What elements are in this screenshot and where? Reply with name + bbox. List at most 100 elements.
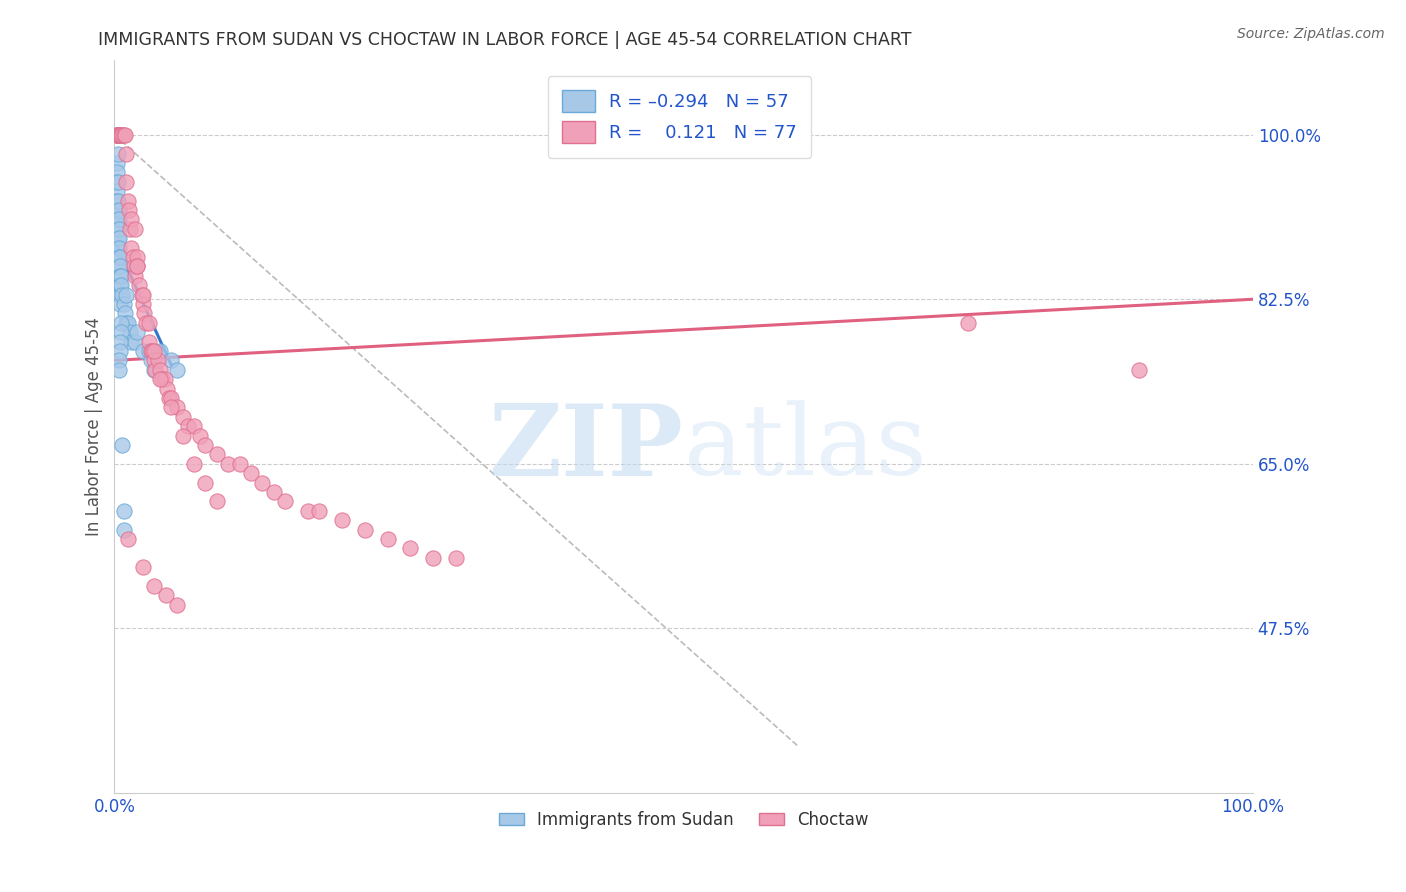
Point [114, 128, 136, 142]
Text: IMMIGRANTS FROM SUDAN VS CHOCTAW IN LABOR FORCE | AGE 45-54 CORRELATION CHART: IMMIGRANTS FROM SUDAN VS CHOCTAW IN LABO… [98, 31, 912, 49]
Point [127, 250, 149, 264]
Point [149, 372, 172, 386]
Point [110, 268, 132, 283]
Point [377, 532, 399, 546]
Point [114, 175, 136, 189]
Point [127, 260, 149, 274]
Point [105, 175, 128, 189]
Text: Source: ZipAtlas.com: Source: ZipAtlas.com [1237, 27, 1385, 41]
Point [172, 409, 194, 424]
Point [105, 194, 128, 208]
Point [117, 194, 139, 208]
Point [143, 343, 166, 358]
Point [183, 457, 205, 471]
Point [194, 475, 217, 490]
Point [108, 260, 131, 274]
Point [444, 550, 467, 565]
Point [105, 128, 128, 142]
Point [132, 306, 155, 320]
Point [108, 202, 131, 217]
Point [110, 325, 132, 339]
Point [107, 231, 129, 245]
Point [124, 334, 146, 349]
Point [112, 128, 135, 142]
Point [107, 194, 129, 208]
Point [1128, 363, 1150, 377]
Point [121, 334, 143, 349]
Point [155, 588, 177, 602]
Point [107, 212, 129, 227]
Point [105, 128, 128, 142]
Point [108, 250, 131, 264]
Text: ZIP: ZIP [489, 400, 683, 497]
Point [112, 504, 135, 518]
Point [139, 353, 162, 368]
Point [112, 523, 135, 537]
Point [124, 268, 146, 283]
Point [108, 231, 131, 245]
Point [138, 334, 160, 349]
Point [117, 532, 139, 546]
Point [121, 212, 143, 227]
Point [108, 128, 131, 142]
Point [138, 316, 160, 330]
Point [354, 523, 377, 537]
Point [108, 278, 131, 293]
Point [107, 241, 129, 255]
Point [263, 484, 285, 499]
Point [108, 334, 131, 349]
Point [399, 541, 422, 556]
Point [110, 128, 132, 142]
Point [160, 391, 183, 405]
Point [108, 212, 131, 227]
Point [177, 419, 200, 434]
Point [114, 287, 136, 301]
Point [105, 156, 128, 170]
Point [132, 343, 155, 358]
Point [143, 353, 166, 368]
Point [228, 457, 250, 471]
Point [157, 391, 180, 405]
Point [112, 297, 135, 311]
Point [143, 579, 166, 593]
Point [122, 260, 145, 274]
Point [105, 184, 128, 198]
Text: atlas: atlas [683, 401, 927, 496]
Point [108, 241, 131, 255]
Point [120, 325, 142, 339]
Point [108, 287, 131, 301]
Point [194, 438, 217, 452]
Point [145, 363, 167, 377]
Point [107, 221, 129, 235]
Point [141, 343, 163, 358]
Point [111, 287, 134, 301]
Point [143, 363, 166, 377]
Point [108, 343, 131, 358]
Point [107, 175, 129, 189]
Point [146, 353, 169, 368]
Point [108, 297, 131, 311]
Point [114, 146, 136, 161]
Point [274, 494, 297, 508]
Point [422, 550, 444, 565]
Point [188, 428, 211, 442]
Point [132, 287, 155, 301]
Point [205, 494, 228, 508]
Point [330, 513, 353, 527]
Point [124, 221, 146, 235]
Point [166, 401, 188, 415]
Point [160, 353, 183, 368]
Point [110, 278, 132, 293]
Point [108, 363, 131, 377]
Point [132, 297, 155, 311]
Point [108, 353, 131, 368]
Point [150, 372, 173, 386]
Point [127, 325, 149, 339]
Point [114, 306, 136, 320]
Point [957, 316, 980, 330]
Point [108, 128, 131, 142]
Point [138, 343, 160, 358]
Point [108, 250, 131, 264]
Point [105, 165, 128, 179]
Point [240, 466, 263, 480]
